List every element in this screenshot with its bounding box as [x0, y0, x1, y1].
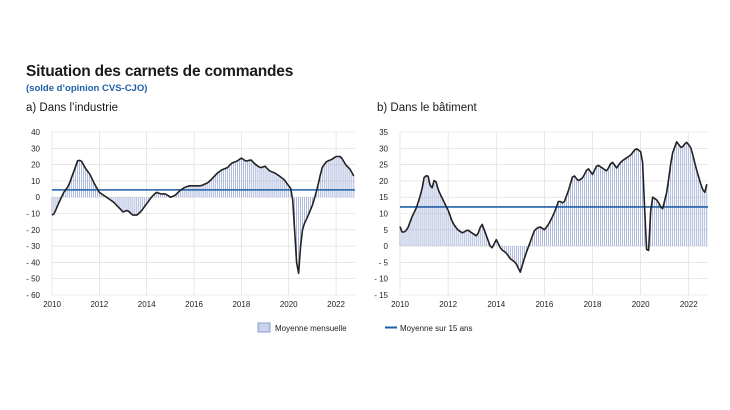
- y-tick-label: 15: [379, 193, 388, 202]
- chart-title: Situation des carnets de commandes: [26, 63, 294, 80]
- y-tick-label: - 50: [26, 275, 40, 284]
- series-line: [399, 141, 708, 273]
- y-tick-label: 0: [36, 193, 41, 202]
- x-tick-label: 2022: [327, 300, 345, 309]
- x-tick-label: 2018: [232, 300, 250, 309]
- x-tick-label: 2016: [185, 300, 203, 309]
- x-tick-label: 2018: [584, 300, 602, 309]
- chart-subtitle: (solde d’opinion CVS-CJO): [26, 83, 148, 94]
- y-tick-label: - 60: [26, 291, 40, 300]
- legend-bars-label: Moyenne mensuelle: [275, 324, 347, 333]
- y-tick-label: 30: [31, 144, 40, 153]
- y-tick-label: 25: [379, 161, 388, 170]
- panel-a-label: a) Dans l’industrie: [26, 102, 119, 114]
- y-tick-label: - 40: [26, 258, 40, 267]
- legend: Moyenne mensuelle Moyenne sur 15 ans: [257, 322, 473, 333]
- y-tick-label: - 10: [374, 275, 388, 284]
- x-tick-label: 2012: [90, 300, 108, 309]
- y-tick-label: 40: [31, 128, 40, 137]
- x-tick-label: 2022: [680, 300, 698, 309]
- y-tick-label: - 5: [379, 258, 389, 267]
- y-tick-label: - 15: [374, 291, 388, 300]
- x-tick-label: 2010: [391, 300, 409, 309]
- y-tick-label: - 20: [26, 226, 40, 235]
- series-line: [51, 155, 355, 275]
- legend-mean-label: Moyenne sur 15 ans: [400, 324, 473, 333]
- y-tick-label: 20: [31, 161, 40, 170]
- legend-bars-swatch: [257, 322, 271, 333]
- y-tick-label: - 30: [26, 242, 40, 251]
- x-tick-label: 2014: [138, 300, 156, 309]
- x-tick-label: 2014: [487, 300, 505, 309]
- y-tick-label: 0: [384, 242, 389, 251]
- x-tick-label: 2020: [280, 300, 298, 309]
- x-tick-label: 2012: [439, 300, 457, 309]
- y-tick-label: 5: [384, 226, 389, 235]
- y-tick-label: 10: [379, 210, 388, 219]
- y-tick-label: 35: [379, 128, 388, 137]
- y-tick-label: - 10: [26, 210, 40, 219]
- panel-b-label: b) Dans le bâtiment: [377, 102, 477, 114]
- y-tick-label: 10: [31, 177, 40, 186]
- x-tick-label: 2016: [535, 300, 553, 309]
- y-tick-label: 30: [379, 144, 388, 153]
- y-tick-label: 20: [379, 177, 388, 186]
- x-tick-label: 2010: [43, 300, 61, 309]
- x-tick-label: 2020: [632, 300, 650, 309]
